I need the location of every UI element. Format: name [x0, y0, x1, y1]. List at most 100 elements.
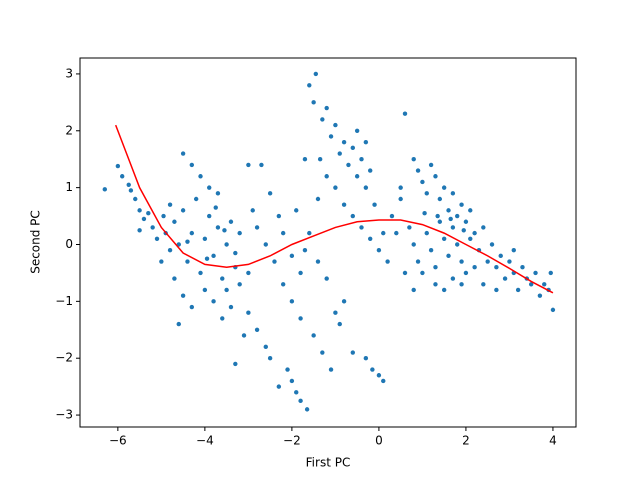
- scatter-point: [472, 265, 477, 270]
- scatter-point: [228, 219, 234, 224]
- scatter-point: [411, 287, 416, 293]
- scatter-point: [298, 316, 303, 321]
- y-tick-label: 0: [65, 237, 73, 251]
- scatter-point: [359, 225, 364, 230]
- scatter-point: [498, 253, 503, 259]
- scatter-point: [120, 174, 125, 179]
- scatter-point: [333, 310, 338, 315]
- scatter-point: [298, 270, 303, 276]
- fit-curve: [114, 124, 554, 294]
- scatter-point: [450, 191, 456, 196]
- scatter-point: [294, 390, 299, 395]
- scatter-point: [204, 256, 210, 261]
- scatter-point: [146, 211, 151, 216]
- scatter-point: [185, 239, 190, 244]
- scatter-point: [289, 378, 295, 384]
- scatter-point: [402, 270, 408, 276]
- scatter-point: [198, 270, 203, 276]
- scatter-point: [315, 196, 321, 202]
- scatter-point: [337, 321, 342, 327]
- scatter-point: [448, 216, 453, 222]
- y-tick-label: 2: [65, 123, 73, 137]
- scatter-point: [398, 185, 403, 190]
- scatter-point: [507, 259, 512, 264]
- scatter-point: [441, 287, 447, 293]
- scatter-point: [285, 367, 290, 372]
- scatter-point: [128, 188, 134, 193]
- scatter-point: [150, 225, 155, 230]
- scatter-point: [350, 350, 355, 355]
- scatter-point: [176, 321, 181, 327]
- scatter-point: [341, 139, 347, 145]
- scatter-point: [363, 185, 369, 190]
- scatter-point: [363, 139, 369, 145]
- y-tick-label: 1: [65, 180, 73, 194]
- y-tick-label: 3: [65, 66, 73, 80]
- scatter-point: [370, 367, 375, 372]
- scatter-point: [246, 162, 251, 168]
- scatter-point: [428, 247, 434, 253]
- scatter-point: [341, 299, 347, 304]
- scatter-point: [520, 265, 525, 270]
- y-tick-label: −3: [55, 408, 73, 422]
- scatter-point: [233, 250, 238, 256]
- scatter-point: [211, 299, 216, 304]
- scatter-point: [441, 236, 447, 242]
- x-tick-label: −4: [196, 434, 214, 448]
- scatter-point: [381, 378, 386, 384]
- scatter-point: [233, 361, 238, 367]
- scatter-point: [172, 219, 177, 224]
- scatter-point: [537, 293, 543, 298]
- scatter-point: [220, 276, 225, 281]
- scatter-point: [515, 287, 521, 293]
- scatter-point: [167, 247, 173, 253]
- scatter-point: [180, 208, 186, 213]
- scatter-point: [224, 287, 229, 293]
- scatter-point: [363, 356, 369, 361]
- scatter-point: [328, 367, 334, 372]
- y-axis-label: Second PC: [29, 210, 43, 274]
- scatter-point: [359, 157, 364, 162]
- scatter-point: [381, 230, 386, 236]
- scatter-point: [180, 151, 186, 156]
- scatter-point: [420, 270, 425, 276]
- scatter-point: [420, 179, 425, 185]
- scatter-point: [376, 247, 382, 253]
- scatter-point: [368, 236, 373, 242]
- scatter-point: [433, 265, 438, 270]
- scatter-point: [468, 236, 473, 242]
- x-tick-label: 0: [375, 434, 383, 448]
- scatter-point: [289, 253, 295, 259]
- scatter-point: [494, 265, 499, 270]
- scatter-point: [446, 253, 451, 259]
- x-tick-label: 4: [549, 434, 557, 448]
- scatter-point: [455, 213, 460, 219]
- scatter-point: [267, 356, 273, 361]
- scatter-point: [415, 259, 421, 264]
- scatter-point: [137, 208, 142, 213]
- scatter-point: [137, 228, 142, 233]
- scatter-point: [289, 299, 295, 304]
- scatter-point: [435, 213, 440, 219]
- scatter-point: [172, 276, 177, 281]
- scatter-point: [459, 202, 464, 207]
- scatter-point: [298, 398, 303, 404]
- scatter-point: [455, 242, 460, 247]
- scatter-point: [411, 242, 416, 247]
- scatter-point: [161, 213, 166, 219]
- scatter-point: [424, 230, 429, 236]
- scatter-point: [267, 191, 273, 196]
- scatter-point: [141, 216, 147, 222]
- scatter-point: [315, 259, 321, 264]
- scatter-point: [333, 122, 338, 128]
- scatter-point: [193, 196, 199, 202]
- scatter-point: [437, 196, 443, 202]
- scatter-point: [307, 230, 312, 236]
- scatter-point: [422, 211, 427, 216]
- scatter-point: [185, 259, 190, 264]
- scatter-point: [220, 316, 225, 321]
- scatter-point: [311, 333, 316, 338]
- scatter-point: [254, 327, 260, 332]
